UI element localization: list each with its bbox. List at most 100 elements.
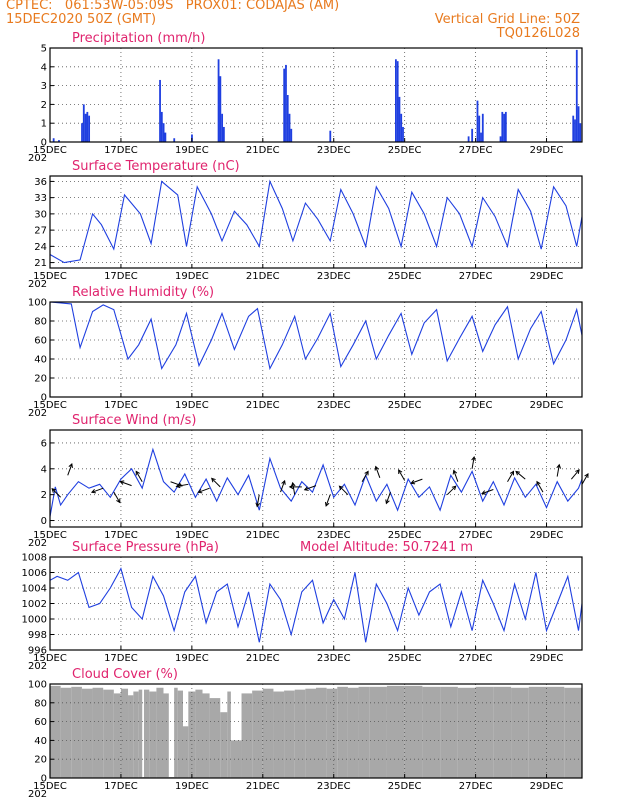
precip-bar [501, 111, 504, 142]
header-date-line: 15DEC2020 50Z (GMT) [6, 12, 157, 27]
precip-bar [288, 113, 291, 142]
y-tick-label: 0 [41, 393, 47, 404]
year-label-stub: 202 [28, 661, 47, 672]
cloud-cover-bar [156, 687, 164, 778]
wind-arrow [67, 463, 73, 476]
wind-arrow-head [584, 473, 589, 478]
precip-bar [290, 128, 293, 142]
wind-arrow-head [575, 469, 580, 474]
wind-arrow [446, 485, 457, 496]
cloud-cover-bar [528, 686, 547, 778]
cloud-cover-bar [422, 686, 441, 778]
cloud-cover-bar [564, 687, 582, 778]
cloud-cover-bar [188, 691, 196, 778]
wind-arrow-head [68, 463, 73, 469]
wind-arrow [113, 491, 121, 504]
temp-title: Surface Temperature (nC) [72, 159, 240, 174]
x-tick-label: 15DEC [33, 145, 67, 156]
wind-arrow-head [255, 502, 261, 508]
precip-bar [476, 100, 479, 142]
wind-arrow [119, 480, 132, 487]
cloud-cover-bar [475, 686, 494, 778]
cloud-cover-bar [440, 686, 458, 778]
x-tick-label: 23DEC [317, 781, 351, 792]
x-tick-label: 17DEC [104, 781, 138, 792]
cloud-cover-bar [493, 686, 512, 778]
wind-arrow-shaft [581, 473, 589, 485]
cloud-cover-bar [241, 693, 253, 778]
wind-arrow [515, 470, 526, 480]
precip-bar [396, 61, 399, 142]
x-tick-label: 17DEC [104, 271, 138, 282]
x-tick-label: 27DEC [459, 530, 493, 541]
cloud-cover-bar [183, 726, 189, 778]
wind-arrow-shaft [410, 478, 423, 484]
y-tick-label: 4 [41, 464, 47, 475]
press-title: Surface Pressure (hPa) [72, 540, 219, 555]
cloud-cover-bar [305, 688, 316, 778]
wind-arrow-head [481, 490, 487, 495]
cloud-cover-bar [386, 685, 405, 778]
wind-panel: 0 2 4 6 15DEC 17DEC 19DEC 21DEC 23DEC 25DEC 27DEC 2… [28, 413, 589, 549]
x-tick-label: 27DEC [459, 653, 493, 664]
wind-arrow [581, 473, 589, 485]
temp-series-line [49, 179, 583, 264]
cloud-cover-bar [316, 687, 327, 778]
wind-arrow-shaft [113, 491, 121, 503]
wind-series-line [49, 447, 583, 517]
precip-bar [159, 79, 161, 142]
x-tick-label: 15DEC [33, 271, 67, 282]
precip-bar [82, 104, 85, 142]
x-tick-label: 21DEC [246, 145, 280, 156]
x-tick-label: 27DEC [459, 400, 493, 411]
precip-bar [86, 111, 89, 142]
wind-arrow [255, 494, 261, 508]
wind-arrow-head [288, 484, 294, 490]
cloud-cover-bar [220, 712, 228, 778]
wind-arrow-shaft [507, 471, 514, 482]
cloud-cover-bar [511, 687, 529, 778]
cloud-cover-bar [92, 687, 104, 778]
precip-bar [221, 113, 224, 142]
y-tick-label: 5 [41, 44, 47, 55]
y-tick-label: 40 [34, 736, 47, 747]
cloud-cover-bar [103, 689, 114, 778]
y-tick-label: 60 [34, 717, 47, 728]
cloud-panel: 0 20 40 60 80 100 15DEC 17DEC 19DEC 21DEC 23DEC 25D… [28, 667, 583, 800]
y-tick-label: 1000 [22, 615, 47, 626]
precip-bar [503, 113, 505, 142]
precip-bar [329, 130, 332, 142]
wind-arrow-head [451, 485, 457, 491]
precip-bar [162, 123, 165, 142]
wind-arrow-shaft [135, 471, 143, 482]
cloud-cover-bar [294, 689, 306, 778]
press-series-line [49, 567, 583, 643]
wind-arrow-shaft [570, 469, 580, 480]
wind-arrow-head [211, 477, 216, 483]
precip-bar [478, 115, 481, 142]
precip-bar [52, 138, 55, 142]
wind-arrow-shaft [556, 464, 560, 477]
precip-bar [579, 123, 582, 142]
x-tick-label: 27DEC [459, 781, 493, 792]
precip-bar [471, 128, 474, 142]
wind-arrow [324, 494, 331, 507]
wind-arrow-shaft [339, 485, 349, 496]
x-tick-label: 23DEC [317, 271, 351, 282]
wind-arrow-shaft [67, 463, 73, 476]
x-tick-label: 25DEC [388, 653, 422, 664]
wind-arrow-shaft [398, 469, 406, 481]
wind-arrow-head [119, 480, 125, 485]
wind-arrow [211, 477, 221, 488]
wind-arrow-shaft [471, 456, 475, 469]
rh-frame [49, 301, 583, 398]
x-tick-label: 23DEC [317, 145, 351, 156]
cloud-cover-bar [404, 685, 423, 778]
wind-arrow [471, 455, 476, 469]
wind-arrow-head [135, 470, 140, 476]
wind-arrow-shaft [385, 491, 391, 504]
x-tick-label: 17DEC [104, 145, 138, 156]
cloud-cover-bar [50, 685, 61, 778]
precip-bar [480, 132, 482, 142]
